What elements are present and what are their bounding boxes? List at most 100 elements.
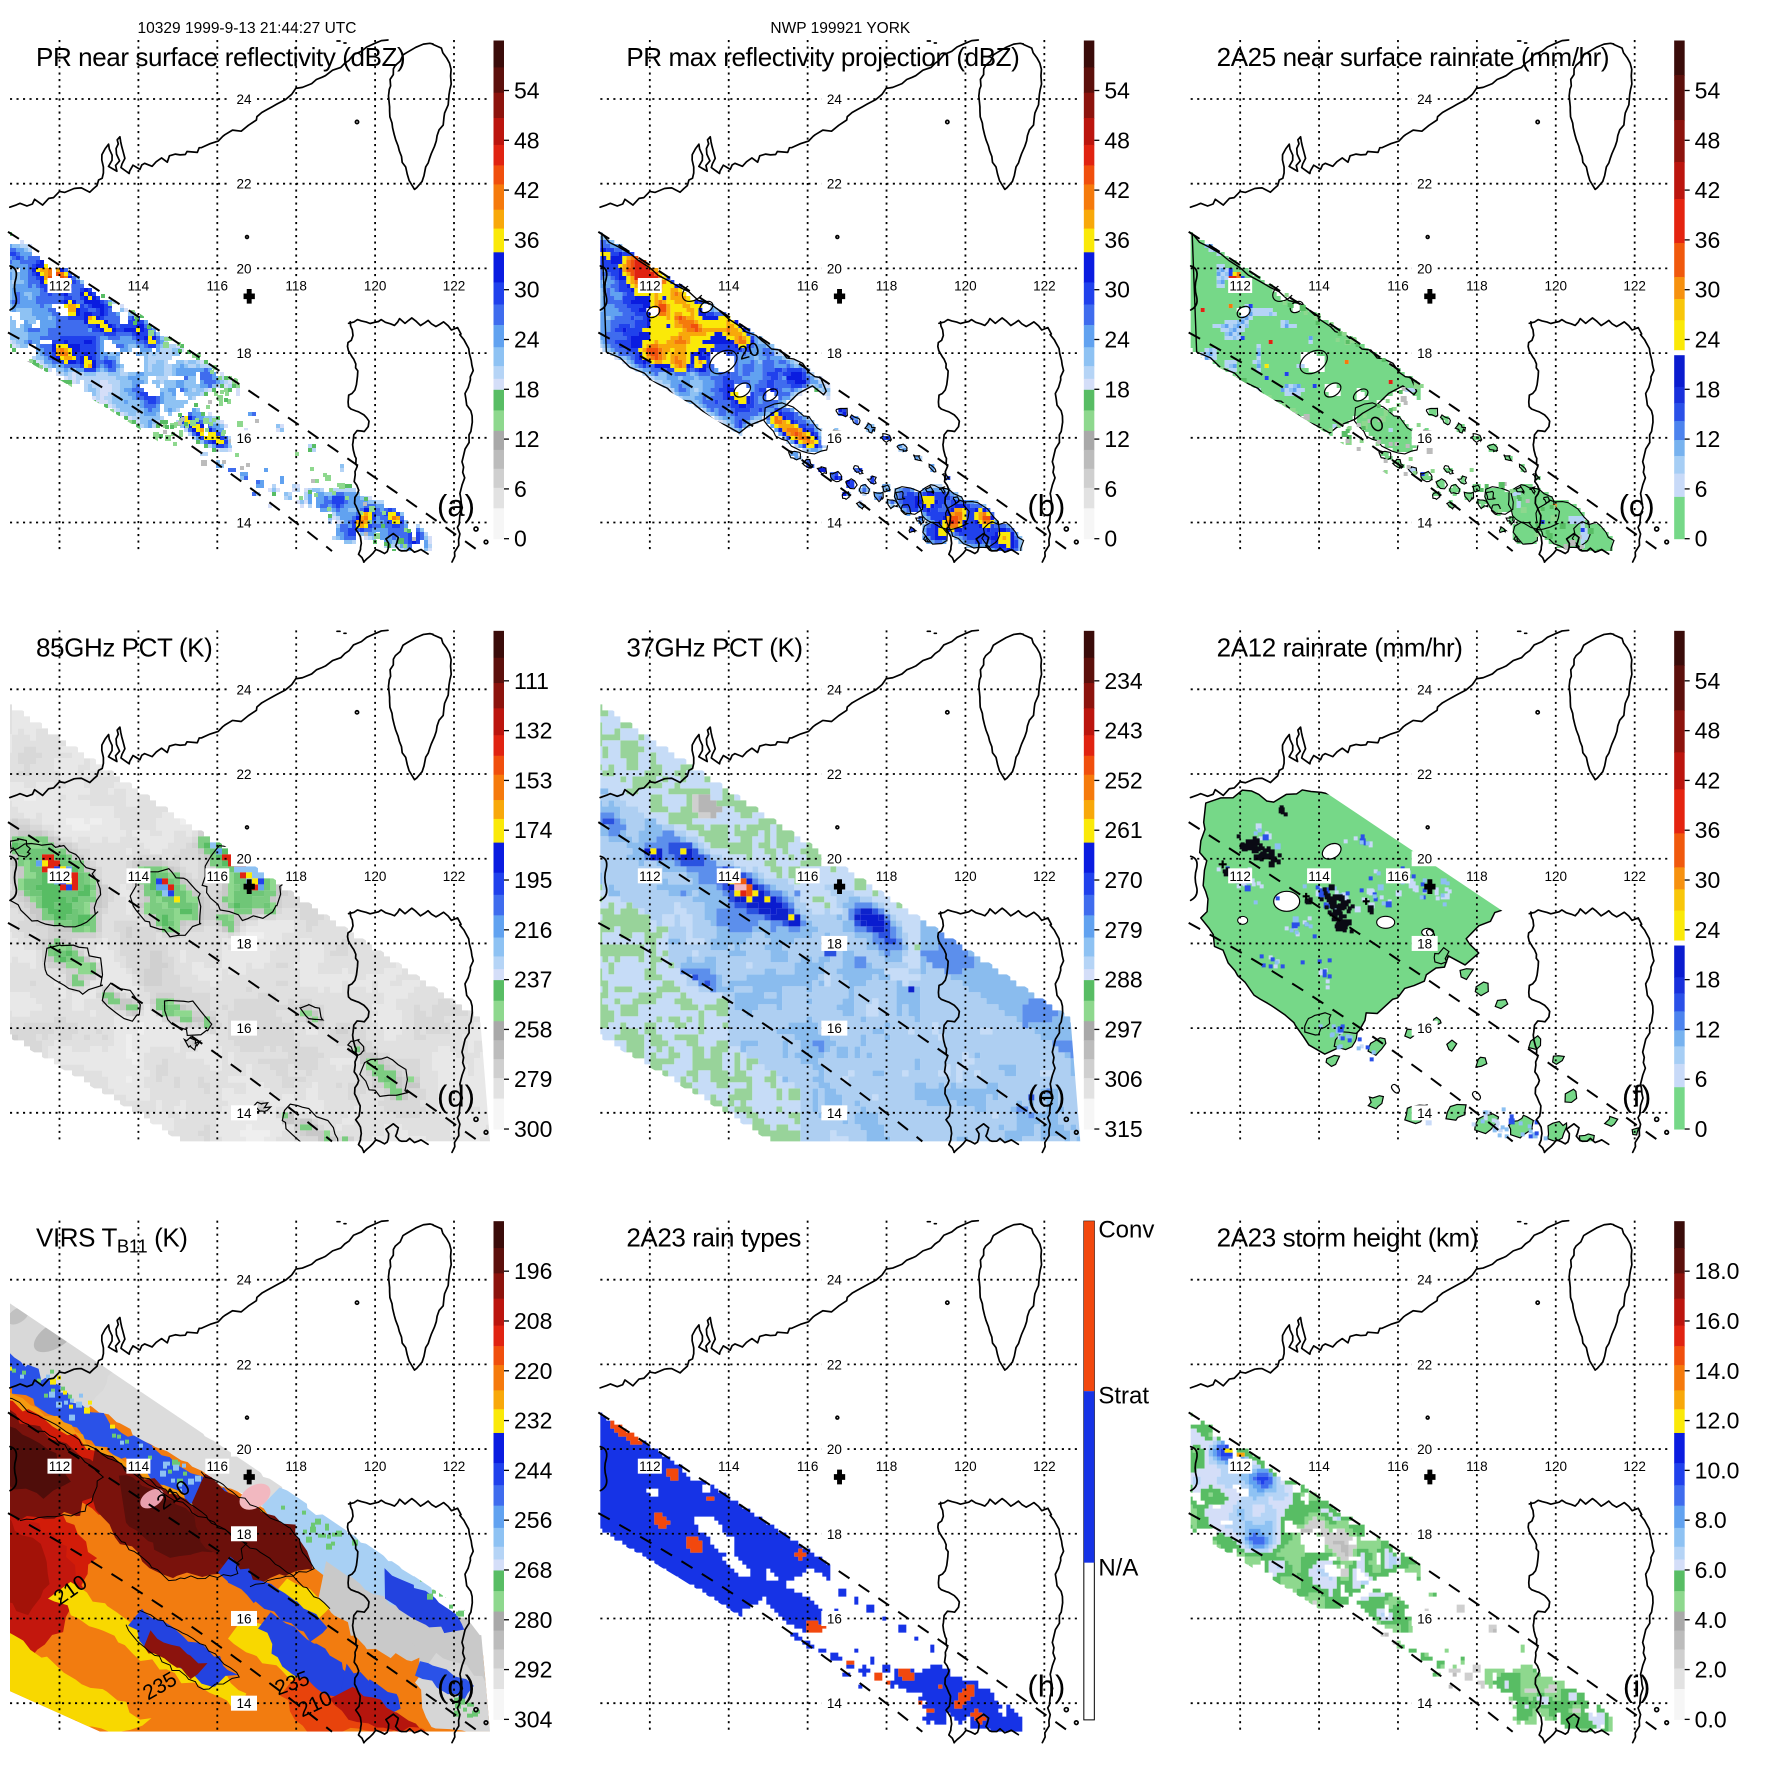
svg-text:6: 6 bbox=[1695, 1066, 1708, 1092]
svg-text:(c): (c) bbox=[1619, 488, 1655, 523]
svg-text:279: 279 bbox=[1104, 917, 1142, 943]
svg-text:243: 243 bbox=[1104, 718, 1142, 744]
svg-text:0: 0 bbox=[1695, 1116, 1708, 1142]
svg-text:234: 234 bbox=[1104, 668, 1143, 694]
svg-text:(h): (h) bbox=[1027, 1669, 1065, 1704]
svg-text:(d): (d) bbox=[437, 1078, 475, 1113]
svg-text:2A23 storm height (km): 2A23 storm height (km) bbox=[1217, 1223, 1478, 1253]
svg-text:280: 280 bbox=[514, 1607, 552, 1633]
svg-text:244: 244 bbox=[514, 1457, 553, 1483]
svg-text:258: 258 bbox=[514, 1016, 552, 1042]
svg-text:16.0: 16.0 bbox=[1695, 1308, 1740, 1334]
svg-text:2A25 near surface rainrate (mm: 2A25 near surface rainrate (mm/hr) bbox=[1217, 42, 1609, 72]
svg-text:42: 42 bbox=[1695, 177, 1721, 203]
svg-text:36: 36 bbox=[1695, 227, 1721, 253]
svg-text:30: 30 bbox=[1695, 277, 1721, 303]
svg-text:216: 216 bbox=[514, 917, 552, 943]
svg-text:6: 6 bbox=[1695, 476, 1708, 502]
svg-text:174: 174 bbox=[514, 817, 553, 843]
svg-text:4.0: 4.0 bbox=[1695, 1607, 1727, 1633]
svg-text:(e): (e) bbox=[1027, 1078, 1065, 1113]
svg-text:18: 18 bbox=[514, 376, 540, 402]
svg-text:268: 268 bbox=[514, 1557, 552, 1583]
svg-text:(g): (g) bbox=[437, 1669, 475, 1704]
svg-text:(i): (i) bbox=[1623, 1669, 1651, 1704]
svg-text:30: 30 bbox=[1104, 277, 1130, 303]
svg-text:42: 42 bbox=[514, 177, 540, 203]
svg-text:6: 6 bbox=[1104, 476, 1117, 502]
svg-text:6: 6 bbox=[514, 476, 527, 502]
svg-text:288: 288 bbox=[1104, 967, 1142, 993]
svg-text:36: 36 bbox=[514, 227, 540, 253]
svg-text:(f): (f) bbox=[1622, 1078, 1651, 1113]
svg-text:54: 54 bbox=[1104, 78, 1130, 104]
svg-text:30: 30 bbox=[514, 277, 540, 303]
svg-text:48: 48 bbox=[514, 127, 540, 153]
svg-text:N/A: N/A bbox=[1098, 1555, 1138, 1582]
svg-text:PR max reflectivity projection: PR max reflectivity projection (dBZ) bbox=[626, 42, 1019, 72]
svg-text:12: 12 bbox=[514, 426, 540, 452]
svg-text:Conv: Conv bbox=[1098, 1217, 1154, 1244]
svg-text:24: 24 bbox=[1104, 327, 1130, 353]
svg-text:42: 42 bbox=[1104, 177, 1130, 203]
svg-text:0: 0 bbox=[1695, 526, 1708, 552]
svg-text:153: 153 bbox=[514, 767, 552, 793]
svg-text:232: 232 bbox=[514, 1408, 552, 1434]
svg-text:2A23 rain types: 2A23 rain types bbox=[626, 1223, 801, 1253]
svg-text:208: 208 bbox=[514, 1308, 552, 1334]
svg-text:132: 132 bbox=[514, 718, 552, 744]
svg-text:256: 256 bbox=[514, 1507, 552, 1533]
svg-text:12: 12 bbox=[1695, 426, 1721, 452]
svg-text:18: 18 bbox=[1104, 376, 1130, 402]
svg-text:54: 54 bbox=[1695, 78, 1721, 104]
svg-text:2.0: 2.0 bbox=[1695, 1657, 1727, 1683]
svg-text:195: 195 bbox=[514, 867, 552, 893]
svg-text:196: 196 bbox=[514, 1258, 552, 1284]
svg-text:292: 292 bbox=[514, 1657, 552, 1683]
svg-text:24: 24 bbox=[1695, 917, 1721, 943]
svg-text:24: 24 bbox=[1695, 327, 1721, 353]
svg-text:261: 261 bbox=[1104, 817, 1142, 843]
svg-text:315: 315 bbox=[1104, 1116, 1142, 1142]
svg-text:18: 18 bbox=[1695, 967, 1721, 993]
svg-text:(b): (b) bbox=[1027, 488, 1065, 523]
svg-text:2A12 rainrate (mm/hr): 2A12 rainrate (mm/hr) bbox=[1217, 632, 1463, 662]
svg-text:0.0: 0.0 bbox=[1695, 1706, 1727, 1732]
svg-text:111: 111 bbox=[514, 668, 549, 694]
svg-text:297: 297 bbox=[1104, 1016, 1142, 1042]
svg-text:12: 12 bbox=[1104, 426, 1130, 452]
svg-text:0: 0 bbox=[514, 526, 527, 552]
svg-text:18: 18 bbox=[1695, 376, 1721, 402]
svg-text:48: 48 bbox=[1695, 127, 1721, 153]
svg-text:24: 24 bbox=[514, 327, 540, 353]
svg-text:48: 48 bbox=[1695, 718, 1721, 744]
svg-text:14.0: 14.0 bbox=[1695, 1358, 1740, 1384]
svg-text:VIRS TB11 (K): VIRS TB11 (K) bbox=[36, 1223, 188, 1257]
svg-text:30: 30 bbox=[1695, 867, 1721, 893]
svg-text:48: 48 bbox=[1104, 127, 1130, 153]
svg-text:0: 0 bbox=[1104, 526, 1117, 552]
svg-text:85GHz PCT (K): 85GHz PCT (K) bbox=[36, 632, 212, 662]
svg-text:PR near surface reflectivity (: PR near surface reflectivity (dBZ) bbox=[36, 42, 405, 72]
svg-text:12: 12 bbox=[1695, 1016, 1721, 1042]
svg-text:8.0: 8.0 bbox=[1695, 1507, 1727, 1533]
svg-text:252: 252 bbox=[1104, 767, 1142, 793]
svg-text:237: 237 bbox=[514, 967, 552, 993]
svg-text:10.0: 10.0 bbox=[1695, 1457, 1740, 1483]
svg-text:36: 36 bbox=[1104, 227, 1130, 253]
svg-text:18.0: 18.0 bbox=[1695, 1258, 1740, 1284]
svg-text:10329 1999-9-13 21:44:27 UTC: 10329 1999-9-13 21:44:27 UTC bbox=[138, 20, 357, 37]
svg-text:54: 54 bbox=[1695, 668, 1721, 694]
svg-text:37GHz PCT (K): 37GHz PCT (K) bbox=[626, 632, 802, 662]
svg-text:270: 270 bbox=[1104, 867, 1142, 893]
svg-text:54: 54 bbox=[514, 78, 540, 104]
svg-text:(a): (a) bbox=[437, 488, 475, 523]
svg-text:42: 42 bbox=[1695, 767, 1721, 793]
svg-text:Strat: Strat bbox=[1098, 1383, 1149, 1410]
svg-text:6.0: 6.0 bbox=[1695, 1557, 1727, 1583]
svg-text:12.0: 12.0 bbox=[1695, 1408, 1740, 1434]
svg-text:220: 220 bbox=[514, 1358, 552, 1384]
svg-text:NWP 199921 YORK: NWP 199921 YORK bbox=[770, 20, 911, 37]
svg-text:279: 279 bbox=[514, 1066, 552, 1092]
svg-text:304: 304 bbox=[514, 1706, 553, 1732]
